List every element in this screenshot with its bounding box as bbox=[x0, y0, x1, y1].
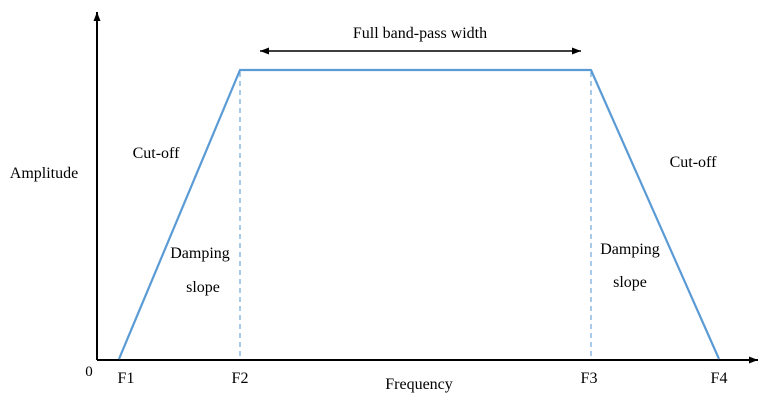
tick-f3: F3 bbox=[581, 370, 598, 387]
tick-f2: F2 bbox=[232, 370, 249, 387]
cutoff-right-label: Cut-off bbox=[670, 154, 717, 171]
x-axis-label: Frequency bbox=[385, 376, 453, 393]
damping-right-line2: slope bbox=[613, 274, 647, 291]
cutoff-left-label: Cut-off bbox=[133, 145, 180, 162]
y-axis-label: Amplitude bbox=[10, 165, 78, 182]
tick-f1: F1 bbox=[118, 370, 135, 387]
response-curve bbox=[117, 68, 721, 360]
damping-left-line1: Damping bbox=[170, 245, 230, 262]
bandwidth-label: Full band-pass width bbox=[353, 25, 487, 42]
damping-right-line1: Damping bbox=[600, 241, 660, 258]
damping-left-line2: slope bbox=[186, 279, 220, 296]
origin-label: 0 bbox=[85, 364, 93, 380]
tick-f4: F4 bbox=[711, 370, 728, 387]
